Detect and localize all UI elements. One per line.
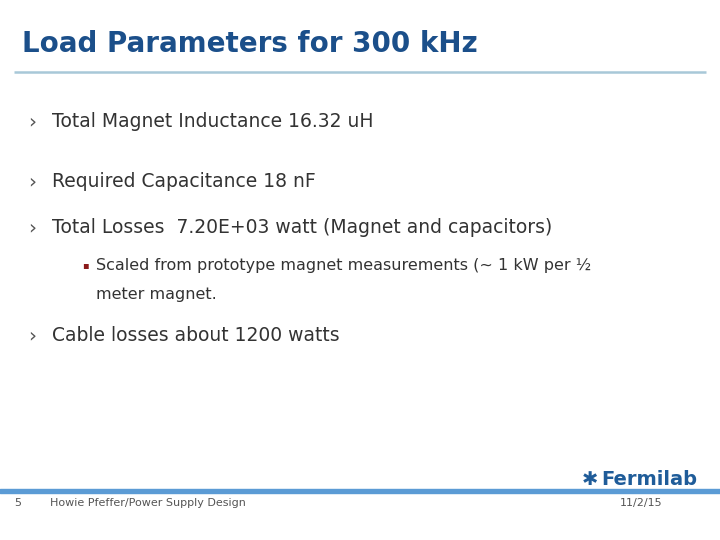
Text: Cable losses about 1200 watts: Cable losses about 1200 watts — [52, 326, 340, 345]
Text: Required Capacitance 18 nF: Required Capacitance 18 nF — [52, 172, 316, 191]
Text: meter magnet.: meter magnet. — [96, 287, 217, 302]
Text: ›: › — [28, 218, 36, 237]
Text: ›: › — [28, 326, 36, 345]
Text: ›: › — [28, 172, 36, 191]
Text: 5: 5 — [14, 498, 21, 508]
Text: Load Parameters for 300 kHz: Load Parameters for 300 kHz — [22, 30, 478, 58]
Text: Total Losses  7.20E+03 watt (Magnet and capacitors): Total Losses 7.20E+03 watt (Magnet and c… — [52, 218, 552, 237]
Text: Howie Pfeffer/Power Supply Design: Howie Pfeffer/Power Supply Design — [50, 498, 246, 508]
Text: 11/2/15: 11/2/15 — [620, 498, 662, 508]
Text: Total Magnet Inductance 16.32 uH: Total Magnet Inductance 16.32 uH — [52, 112, 374, 131]
Text: ✱: ✱ — [582, 470, 598, 489]
Text: Scaled from prototype magnet measurements (~ 1 kW per ½: Scaled from prototype magnet measurement… — [96, 258, 591, 273]
Text: Fermilab: Fermilab — [601, 470, 697, 489]
Text: ›: › — [28, 112, 36, 131]
Text: ▪: ▪ — [82, 260, 89, 270]
